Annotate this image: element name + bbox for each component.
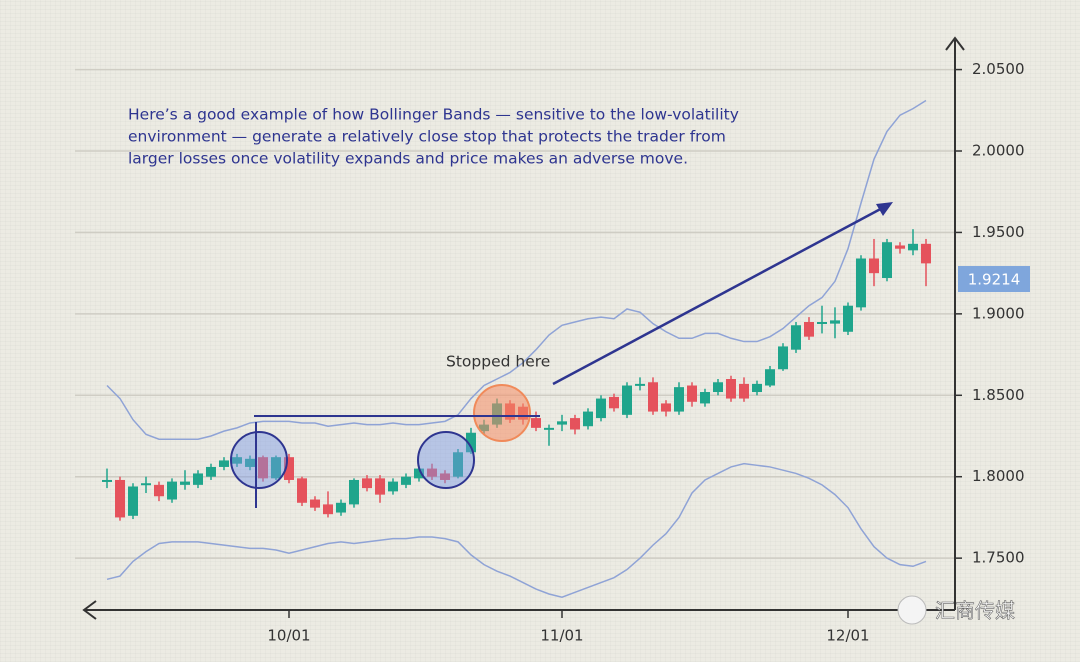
candle-body [674,387,684,412]
candle-body [427,468,437,477]
candle-body [193,473,203,485]
candle-body [791,325,801,350]
candle-body [609,396,619,409]
candle-body [713,382,723,393]
candle-body [661,403,671,412]
candle-body [856,258,866,308]
overlay: Here’s a good example of how Bollinger B… [82,36,1030,645]
candle-body [544,427,554,430]
plot [102,99,931,599]
candle-body [297,478,307,503]
candle-body [635,383,645,386]
candle-body [583,411,593,427]
trend-arrowhead [876,202,893,216]
candle-body [414,468,424,479]
callout: Stopped here [446,353,550,371]
candle-body [128,486,138,516]
candle-body [648,382,658,412]
highlight-circle [230,431,288,489]
candle-body [843,305,853,332]
y-tick-label: 2.0500 [972,60,1025,78]
candle-body [141,483,151,486]
candle-body [687,385,697,402]
candle-body [466,432,476,453]
candle-body [323,504,333,515]
candle-body [258,457,268,479]
x-tick-label: 11/01 [540,627,583,645]
candle-body [726,379,736,399]
watermark-icon [897,595,927,625]
last-price-label: 1.9214 [968,271,1021,289]
candle-body [908,243,918,251]
x-tick-label: 10/01 [267,627,310,645]
candle-body [531,418,541,428]
candle-body [401,476,411,485]
stop-circle [473,384,531,442]
candle-body [102,479,112,482]
candle-body [349,479,359,505]
candle-body [830,320,840,324]
y-tick-label: 1.8500 [972,386,1025,404]
candle-body [310,499,320,508]
bollinger-band [106,99,927,441]
candle-body [219,460,229,467]
y-tick-label: 1.7500 [972,549,1025,567]
candle-body [700,392,710,404]
candle-body [869,258,879,274]
candle-body [284,457,294,480]
candle-body [180,481,190,485]
candle-body [622,385,632,415]
candle-body [206,466,216,477]
candle-body [271,457,281,479]
candle-body [440,473,450,480]
x-axis-arrow [82,600,97,620]
y-tick-label: 1.8000 [972,467,1025,485]
candle-body [817,322,827,324]
watermark: 汇商传媒 [935,599,1015,623]
y-tick-label: 1.9000 [972,304,1025,322]
y-axis-arrow [945,36,965,51]
annotation: environment — generate a relatively clos… [128,128,726,146]
annotation: Here’s a good example of how Bollinger B… [128,106,739,124]
trend-arrow [552,203,889,386]
candle-body [362,478,372,489]
candle-body [115,479,125,518]
candle-body [804,322,814,337]
y-tick-label: 2.0000 [972,142,1025,160]
candle-body [453,452,463,477]
candle-body [752,383,762,393]
candle-body [921,243,931,264]
candle-body [167,481,177,500]
last-price-box [958,266,1030,293]
candle-body [570,418,580,430]
candle-body [336,502,346,513]
candle-body [765,369,775,386]
annotation: larger losses once volatility expands an… [128,150,688,168]
candle-body [778,346,788,370]
candle-body [557,421,567,425]
candle-body [596,398,606,419]
candle-body [882,242,892,279]
y-tick-label: 1.9500 [972,223,1025,241]
candle-body [245,458,255,467]
candle-body [388,481,398,492]
candle-body [375,478,385,495]
candle-body [232,457,242,464]
x-tick-label: 12/01 [826,627,869,645]
highlight-circle [417,431,475,489]
bollinger-band [106,462,927,599]
candle-body [895,245,905,249]
candle-body [154,484,164,497]
candle-body [739,383,749,399]
